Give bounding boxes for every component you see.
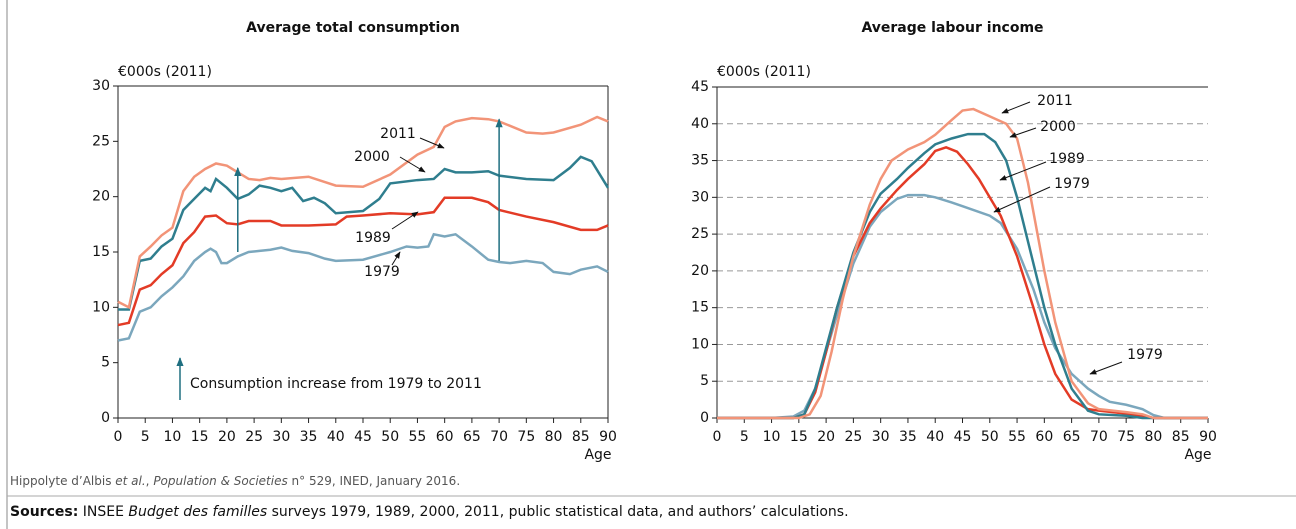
y-tick-label: 25 <box>92 133 110 149</box>
x-tick-label: 40 <box>327 429 345 445</box>
x-tick-label: 5 <box>141 429 150 445</box>
x-tick-label: 0 <box>713 429 722 445</box>
y-tick-label: 5 <box>700 373 709 389</box>
label-arrow <box>999 161 1047 181</box>
label-arrow <box>391 251 401 266</box>
y-tick-label: 20 <box>691 263 709 279</box>
series-label: 1979 <box>364 264 400 280</box>
x-tick-label: 30 <box>872 429 890 445</box>
x-tick-label: 25 <box>844 429 862 445</box>
x-tick-label: 55 <box>409 429 427 445</box>
label-arrow <box>399 156 426 173</box>
line-series <box>717 145 1208 420</box>
x-tick-label: 0 <box>114 429 123 445</box>
x-tick-label: 15 <box>790 429 808 445</box>
x-tick-label: 45 <box>354 429 372 445</box>
line-series <box>717 132 1208 420</box>
sources-part: Budget des familles <box>128 504 267 520</box>
sources: Sources: INSEE Budget des familles surve… <box>10 504 849 520</box>
citation-part: et al. <box>115 474 145 488</box>
line-series <box>117 232 609 342</box>
x-tick-label: 40 <box>926 429 944 445</box>
x-tick-label: 75 <box>517 429 535 445</box>
series-label: 1989 <box>1049 151 1085 167</box>
series-label: 2000 <box>1040 119 1076 135</box>
x-tick-label: 30 <box>272 429 290 445</box>
y-tick-label: 10 <box>92 299 110 315</box>
y-tick-label: 15 <box>92 244 110 260</box>
series-label: 2011 <box>380 126 416 142</box>
x-tick-label: 20 <box>218 429 236 445</box>
label-arrow <box>391 211 419 230</box>
x-tick-label: 70 <box>490 429 508 445</box>
x-tick-label: 25 <box>245 429 263 445</box>
sources-part: INSEE <box>78 504 128 520</box>
x-tick-label: 55 <box>1008 429 1026 445</box>
x-tick-label: 5 <box>740 429 749 445</box>
x-axis-label: Age <box>584 447 611 463</box>
citation-part: Population & Societies <box>153 474 287 488</box>
chart-title: Average total consumption <box>246 20 460 36</box>
sources-part: Sources: <box>10 504 78 520</box>
y-tick-label: 30 <box>92 78 110 94</box>
citation: Hippolyte d’Albis et al., Population & S… <box>10 474 460 488</box>
sources-part: surveys 1979, 1989, 2000, 2011, public s… <box>267 504 848 520</box>
y-tick-label: 45 <box>691 79 709 95</box>
x-tick-label: 90 <box>1199 429 1217 445</box>
y-tick-label: 0 <box>700 410 709 426</box>
series-label: 1989 <box>355 230 391 246</box>
line-series <box>717 193 1208 420</box>
x-tick-label: 15 <box>191 429 209 445</box>
series-label: 1979 <box>1054 176 1090 192</box>
y-tick-label: 5 <box>101 355 110 371</box>
label-arrow <box>419 137 445 149</box>
x-tick-label: 20 <box>817 429 835 445</box>
line-series <box>118 155 610 311</box>
label-arrow <box>1009 127 1037 138</box>
line-series <box>117 115 609 310</box>
x-tick-label: 75 <box>1117 429 1135 445</box>
x-tick-label: 45 <box>954 429 972 445</box>
citation-part: , <box>146 474 154 488</box>
x-tick-label: 85 <box>572 429 590 445</box>
x-tick-label: 80 <box>1145 429 1163 445</box>
label-arrow <box>1001 101 1031 114</box>
series-label: 1979 <box>1127 347 1163 363</box>
x-tick-label: 50 <box>381 429 399 445</box>
x-tick-label: 85 <box>1172 429 1190 445</box>
x-tick-label: 10 <box>763 429 781 445</box>
x-tick-label: 50 <box>981 429 999 445</box>
y-tick-label: 25 <box>691 226 709 242</box>
y-axis-label: €000s (2011) <box>717 64 811 80</box>
y-tick-label: 35 <box>691 153 709 169</box>
y-tick-label: 30 <box>691 189 709 205</box>
x-tick-label: 65 <box>463 429 481 445</box>
line-series <box>717 107 1208 420</box>
x-tick-label: 35 <box>300 429 318 445</box>
label-arrow <box>1089 361 1123 375</box>
x-tick-label: 65 <box>1063 429 1081 445</box>
chart-title: Average labour income <box>861 20 1043 36</box>
x-tick-label: 80 <box>545 429 563 445</box>
x-axis-label: Age <box>1184 447 1211 463</box>
citation-part: n° 529, INED, January 2016. <box>288 474 460 488</box>
y-tick-label: 20 <box>92 189 110 205</box>
label-arrow <box>993 186 1051 213</box>
x-tick-label: 70 <box>1090 429 1108 445</box>
series-label: 2011 <box>1037 93 1073 109</box>
x-tick-label: 90 <box>599 429 617 445</box>
y-axis-label: €000s (2011) <box>118 64 212 80</box>
y-tick-label: 10 <box>691 336 709 352</box>
x-tick-label: 60 <box>436 429 454 445</box>
citation-part: Hippolyte d’Albis <box>10 474 115 488</box>
y-tick-label: 15 <box>691 300 709 316</box>
x-tick-label: 35 <box>899 429 917 445</box>
series-label: 2000 <box>354 149 390 165</box>
x-tick-label: 10 <box>164 429 182 445</box>
x-tick-label: 60 <box>1035 429 1053 445</box>
y-tick-label: 0 <box>101 410 110 426</box>
y-tick-label: 40 <box>691 116 709 132</box>
note: Consumption increase from 1979 to 2011 <box>190 376 482 392</box>
